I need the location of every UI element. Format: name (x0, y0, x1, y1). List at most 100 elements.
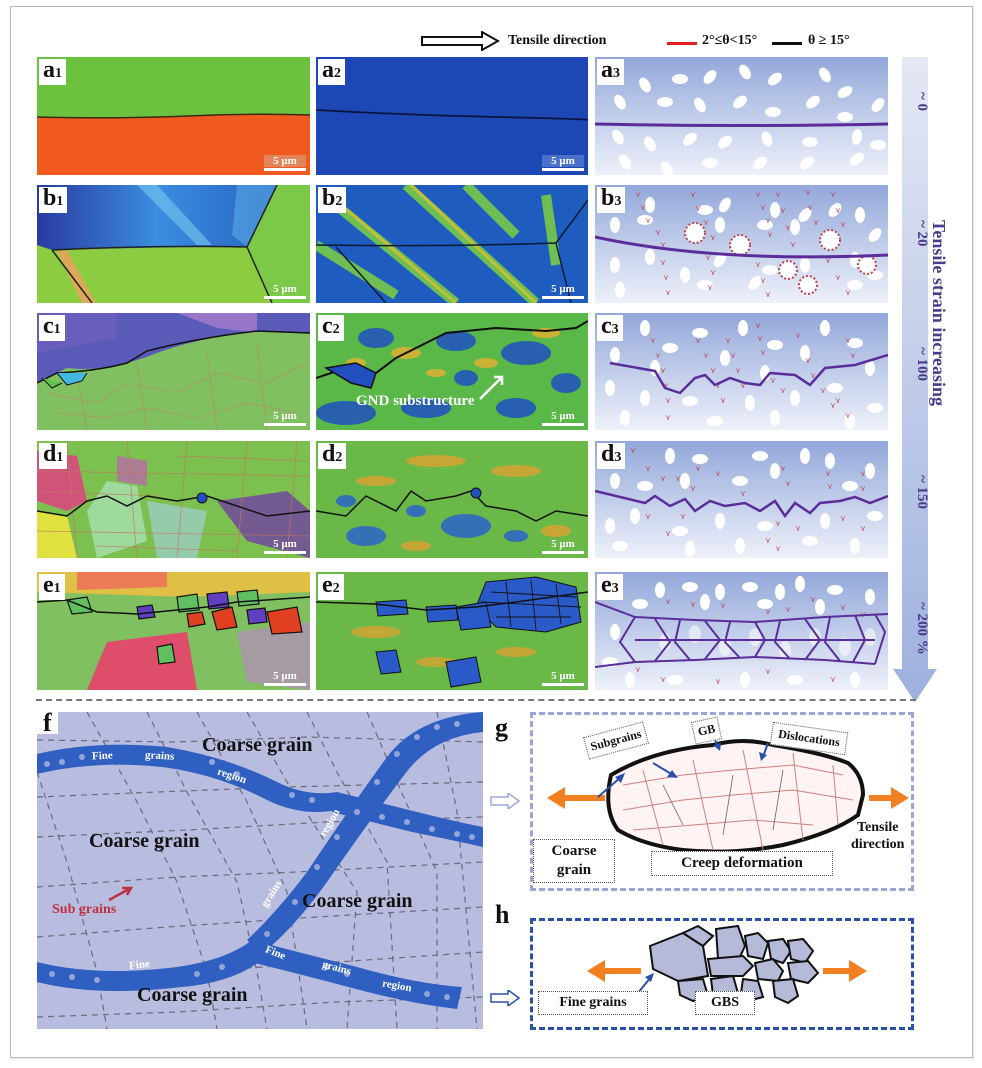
coarse-grain-label-2: Coarse grain (89, 830, 200, 852)
scale-bar: 5 μm (542, 538, 584, 554)
section-divider (36, 699, 916, 701)
tensile-direction-label: Tensile direction (508, 33, 607, 48)
panel-label: e2 (318, 573, 344, 600)
panel-label: e3 (597, 573, 623, 600)
svg-text:⋎: ⋎ (830, 675, 836, 684)
strain-tick-20: ~ 20 (914, 220, 930, 247)
ebsd-map-b1 (37, 185, 310, 303)
coarse-grain-label-g: Coarse grain (533, 839, 615, 883)
svg-text:⋎: ⋎ (710, 268, 716, 277)
schematic-d3: ⋎ ⋎ ⋎ ⋎ ⋎ ⋎ ⋎ ⋎ ⋎ ⋎ ⋎ ⋎ ⋎ ⋎ ⋎ ⋎ ⋎ ⋎ ⋎ ⋎ ⋎ ⋎ ⋎ (595, 446, 888, 557)
schematic-e3: ⋎ ⋎ ⋎⋎ ⋎⋎ ⋎⋎⋎⋎ ⋎⋎⋎ (595, 576, 888, 688)
band-text-fine-1: Fine (91, 749, 114, 763)
scale-bar: 5 μm (264, 155, 306, 171)
svg-text:⋎: ⋎ (635, 190, 641, 199)
svg-text:⋎: ⋎ (665, 288, 671, 297)
svg-text:⋎: ⋎ (650, 336, 656, 345)
svg-text:⋎: ⋎ (655, 228, 661, 237)
svg-text:⋎: ⋎ (840, 603, 846, 612)
svg-text:⋎: ⋎ (715, 469, 721, 478)
panel-d2: d2 5 μm (316, 441, 588, 558)
svg-text:⋎: ⋎ (665, 396, 671, 405)
hollow-arrow-to-g-icon (490, 793, 520, 809)
svg-text:⋎: ⋎ (740, 489, 746, 498)
svg-text:⋎: ⋎ (840, 514, 846, 523)
panel-b2: b2 5 μm (316, 185, 588, 303)
svg-text:⋎: ⋎ (765, 290, 771, 299)
tensile-direction-legend (420, 31, 500, 51)
annotation-arrow-icon (479, 375, 504, 400)
svg-text:⋎: ⋎ (795, 331, 801, 340)
svg-text:⋎: ⋎ (785, 605, 791, 614)
scale-bar: 5 μm (264, 410, 306, 426)
strain-tick-150: ~ 150 (914, 475, 930, 510)
svg-text:⋎: ⋎ (845, 411, 851, 420)
strain-axis-title: Tensile strain increasing (929, 220, 949, 407)
svg-text:⋎: ⋎ (645, 216, 651, 225)
panel-e3: ⋎ ⋎ ⋎ ⋎ ⋎ ⋎ ⋎ ⋎ ⋎ ⋎ ⋎ ⋎ ⋎ e3 (595, 572, 888, 690)
scale-bar: 5 μm (542, 155, 584, 171)
svg-text:⋎: ⋎ (765, 667, 771, 676)
svg-text:⋎: ⋎ (807, 203, 813, 212)
svg-text:⋎: ⋎ (825, 469, 831, 478)
gbs-label: GBS (695, 991, 755, 1015)
svg-text:⋎: ⋎ (645, 512, 651, 521)
panel-b3: ⋎ ⋎ ⋎ ⋎ ⋎ ⋎ ⋎ ⋎ ⋎ ⋎ ⋎ ⋎ ⋎ ⋎ ⋎ ⋎ ⋎ ⋎ ⋎ ⋎ ⋎ ⋎ ⋎ ⋎ ⋎ ⋎ ⋎ ⋎ ⋎ ⋎ ⋎ ⋎ ⋎ ⋎… (595, 185, 888, 303)
panel-label: b2 (318, 186, 347, 213)
panel-e1: e1 5 μm (37, 572, 310, 690)
strain-tick-100: ~ 100 (914, 347, 930, 382)
svg-text:⋎: ⋎ (805, 188, 811, 197)
panel-a3: a3 (595, 57, 888, 175)
svg-text:⋎: ⋎ (660, 675, 666, 684)
svg-text:⋎: ⋎ (755, 260, 761, 269)
svg-text:⋎: ⋎ (703, 218, 709, 227)
svg-text:⋎: ⋎ (720, 396, 726, 405)
band-text-grains-1: grains (144, 749, 175, 763)
panel-label: d3 (597, 442, 626, 469)
svg-text:⋎: ⋎ (755, 321, 761, 330)
panel-a2: a2 5 μm (316, 57, 588, 175)
svg-text:⋎: ⋎ (765, 216, 771, 225)
panel-g: Subgrains GB Dislocations Tensile directi… (530, 712, 914, 891)
panel-a1: a1 5 μm (37, 57, 310, 175)
coarse-grain-label-1: Coarse grain (202, 734, 313, 756)
svg-text:⋎: ⋎ (760, 276, 766, 285)
hollow-arrow-to-h-icon (490, 990, 520, 1006)
svg-text:⋎: ⋎ (710, 233, 716, 242)
scale-bar: 5 μm (542, 283, 584, 299)
svg-text:⋎: ⋎ (665, 413, 671, 422)
panel-b1: b1 5 μm (37, 185, 310, 303)
svg-text:⋎: ⋎ (760, 203, 766, 212)
panel-label: c3 (597, 314, 623, 341)
ebsd-map-c1 (37, 313, 310, 430)
svg-text:⋎: ⋎ (775, 190, 781, 199)
creep-deformation-label: Creep deformation (651, 851, 833, 876)
svg-text:⋎: ⋎ (695, 464, 701, 473)
sub-grains-label: Sub grains (52, 902, 117, 917)
svg-text:⋎: ⋎ (785, 479, 791, 488)
svg-text:⋎: ⋎ (790, 240, 796, 249)
svg-text:⋎: ⋎ (830, 401, 836, 410)
gnd-substructure-label: GND substructure (356, 393, 475, 409)
panel-label: b1 (39, 186, 68, 213)
svg-text:⋎: ⋎ (690, 484, 696, 493)
svg-text:⋎: ⋎ (660, 366, 666, 375)
svg-text:⋎: ⋎ (835, 273, 841, 282)
svg-text:⋎: ⋎ (795, 524, 801, 533)
panel-d1: d1 5 μm (37, 441, 310, 558)
panel-label: a3 (597, 58, 624, 85)
svg-text:⋎: ⋎ (735, 366, 741, 375)
scale-bar: 5 μm (264, 283, 306, 299)
svg-text:⋎: ⋎ (835, 206, 841, 215)
svg-text:⋎: ⋎ (757, 334, 763, 343)
svg-text:⋎: ⋎ (710, 366, 716, 375)
low-angle-line-icon (667, 42, 697, 45)
grain-boundary-sliding-schematic (587, 924, 867, 1005)
panel-label: c1 (39, 314, 65, 341)
panel-e2: e2 5 μm (316, 572, 588, 690)
svg-text:⋎: ⋎ (715, 677, 721, 686)
kam-map-e2 (316, 572, 588, 690)
svg-text:⋎: ⋎ (775, 544, 781, 553)
panel-label: b3 (597, 186, 626, 213)
svg-text:⋎: ⋎ (630, 446, 636, 455)
